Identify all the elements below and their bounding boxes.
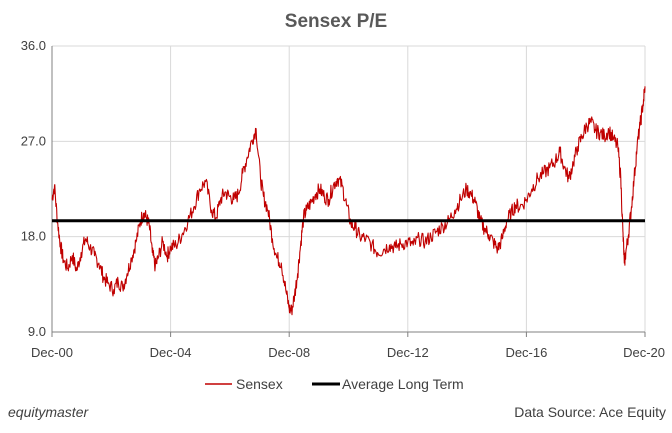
- data-source-label: Data Source: Ace Equity: [514, 404, 666, 420]
- x-tick-label: Dec-16: [505, 345, 547, 360]
- legend-label-sensex: Sensex: [236, 376, 283, 392]
- x-tick-label: Dec-00: [31, 345, 73, 360]
- legend: Sensex Average Long Term: [205, 376, 464, 392]
- x-tick-label: Dec-04: [150, 345, 192, 360]
- series-layer: [51, 86, 646, 316]
- y-tick-label: 27.0: [21, 133, 46, 148]
- y-tick-label: 36.0: [21, 38, 46, 53]
- brand-label: equitymaster: [8, 404, 89, 420]
- chart-title: Sensex P/E: [285, 11, 387, 32]
- axis-layer: 9.0 18.0 27.0 36.0 Dec-00 Dec-04 Dec-08 Dec-12 D…: [21, 38, 665, 360]
- legend-label-average: Average Long Term: [342, 376, 464, 392]
- y-tick-label: 18.0: [21, 229, 46, 244]
- grid-layer: [51, 45, 646, 333]
- x-tick-label: Dec-20: [623, 345, 665, 360]
- y-tick-label: 9.0: [28, 324, 46, 339]
- x-tick-label: Dec-08: [268, 345, 310, 360]
- x-tick-label: Dec-12: [387, 345, 429, 360]
- sensex-series-line: [51, 86, 646, 316]
